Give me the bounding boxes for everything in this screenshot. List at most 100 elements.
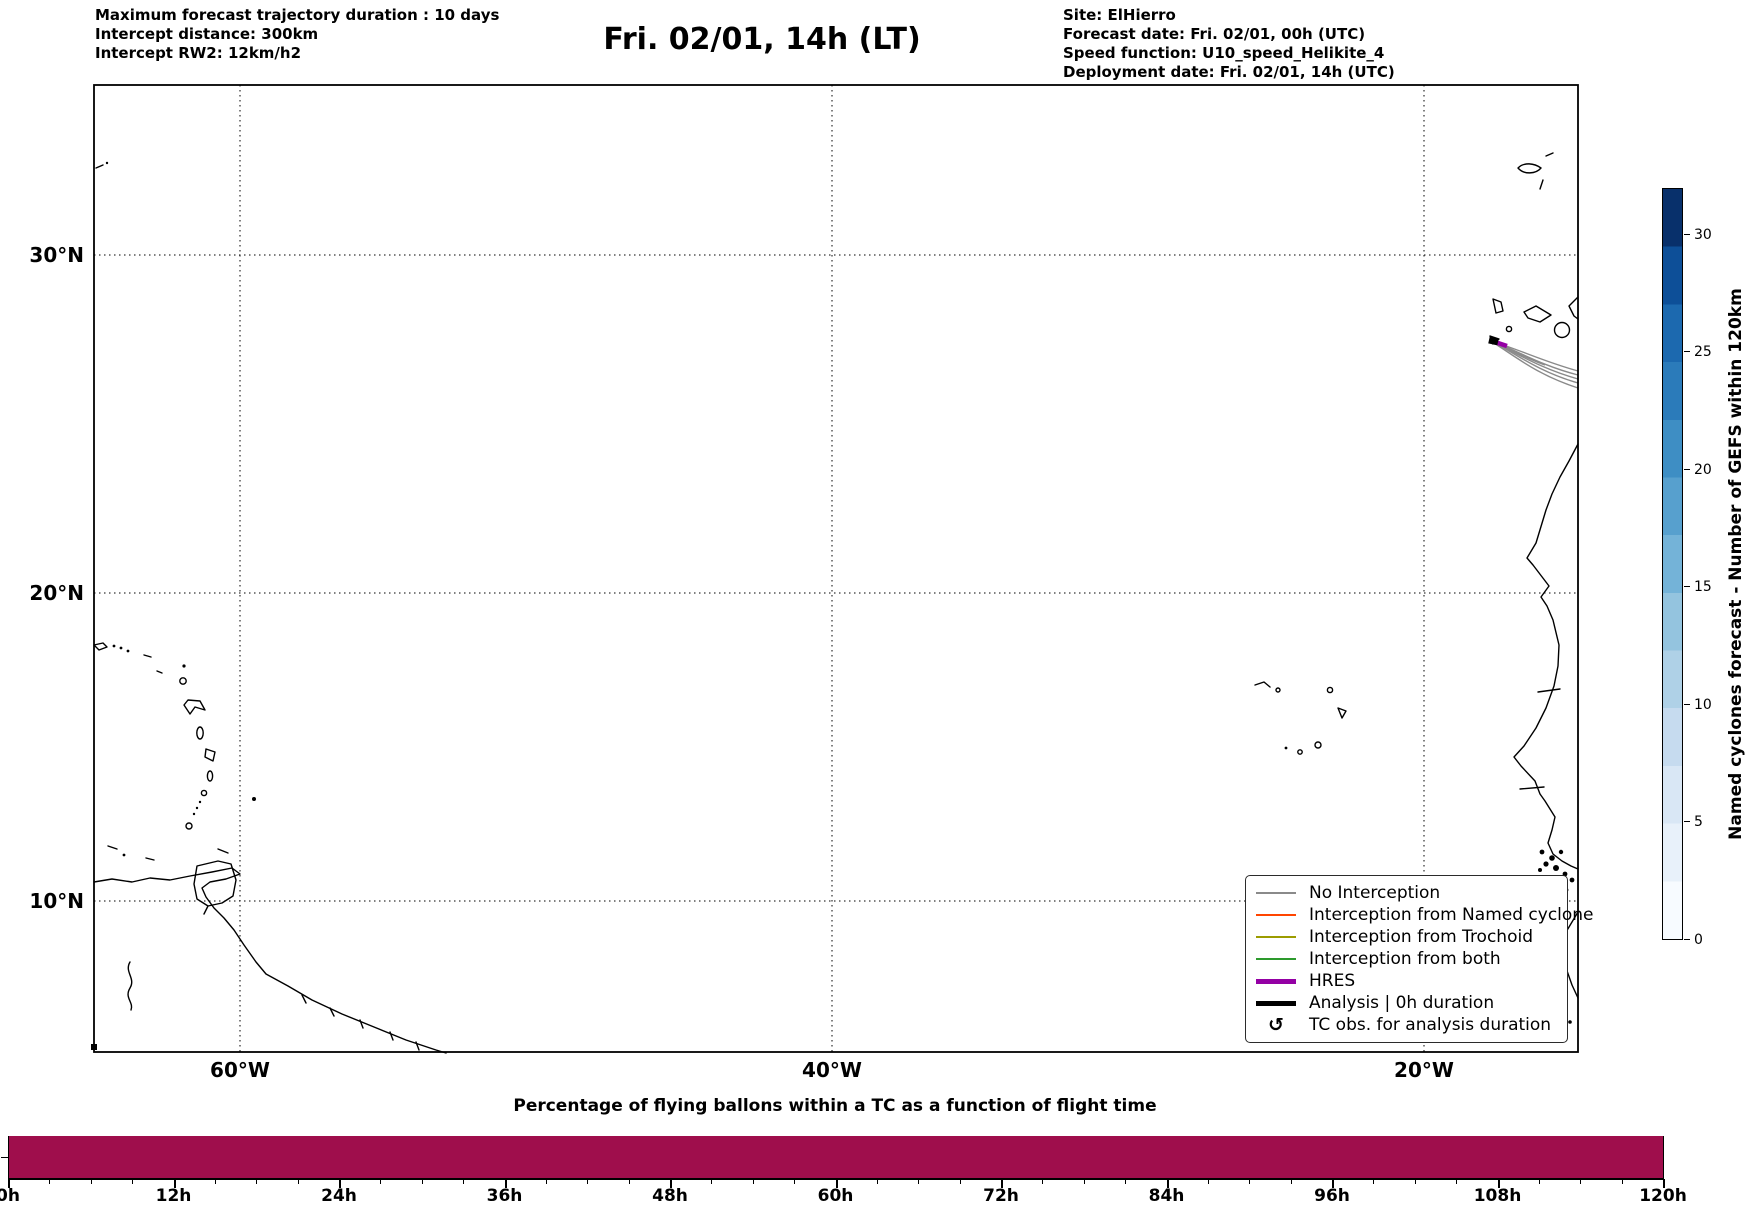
bottom-axis-tick (1538, 1179, 1540, 1184)
colorbar-tick (1684, 939, 1690, 940)
bottom-axis-tick (1042, 1179, 1044, 1184)
legend-item: Interception from Trochoid (1256, 926, 1557, 948)
x-tick-label: 60°W (210, 1058, 270, 1082)
bottom-axis-tick (1621, 1179, 1623, 1184)
bottom-axis-tick (1580, 1179, 1582, 1184)
gefs-count-colorbar (1662, 188, 1683, 940)
legend-item: Interception from Named cyclone (1256, 904, 1594, 926)
colorbar-axis-label: Named cyclones forecast - Number of GEFS… (1726, 288, 1746, 840)
gray-line-sample (1256, 892, 1296, 894)
analysis-marker (1488, 336, 1499, 346)
x-tick-label: 20°W (1394, 1058, 1454, 1082)
olive-line-sample (1256, 936, 1296, 938)
bottom-axis-tick (90, 1179, 92, 1184)
bottom-axis-tick (504, 1179, 507, 1188)
colorbar-tick-label: 25 (1694, 344, 1712, 360)
bottom-axis-tick (297, 1179, 299, 1184)
legend-item-label: Interception from Trochoid (1309, 927, 1533, 947)
bottom-axis-tick (214, 1179, 216, 1184)
map-legend: No Interception Interception from Named … (1245, 875, 1594, 1043)
bottom-axis-tick (752, 1179, 754, 1184)
bottom-axis-tick (1414, 1179, 1416, 1184)
trajectory-lines (1496, 342, 1579, 389)
legend-item: Analysis | 0h duration (1256, 992, 1557, 1014)
bottom-axis-tick (918, 1179, 920, 1184)
bottom-axis-tick-label: 84h (1148, 1186, 1185, 1206)
bottom-axis-tick (463, 1179, 465, 1184)
madeira-coast (1517, 163, 1542, 174)
bottom-axis-tick (587, 1179, 589, 1184)
bottom-axis-tick (545, 1179, 547, 1184)
bottom-axis-tick-label: 0h (0, 1186, 20, 1206)
bottom-axis-tick (1125, 1179, 1127, 1184)
bottom-axis-tick (1249, 1179, 1251, 1184)
purple-line-sample (1256, 978, 1296, 984)
colorbar-tick (1684, 234, 1690, 235)
bottom-axis-tick (1083, 1179, 1085, 1184)
colorbar-tick-label: 20 (1694, 462, 1712, 478)
bottom-axis-tick (1166, 1179, 1169, 1188)
y-tick-label: 10°N (29, 889, 84, 913)
bottom-axis-tick (1373, 1179, 1375, 1184)
legend-item-label: HRES (1309, 971, 1356, 991)
bottom-chart-left-spine (8, 1136, 9, 1178)
colorbar-tick (1684, 351, 1690, 352)
trinidad-coast (193, 860, 237, 915)
bermuda-coast (95, 164, 104, 169)
bottom-axis-tick (173, 1179, 176, 1188)
bottom-axis-tick (421, 1179, 423, 1184)
x-tick-label: 40°W (802, 1058, 862, 1082)
bottom-axis-tick (1207, 1179, 1209, 1184)
canary-islands-coast (1489, 296, 1579, 345)
flying-balloons-bar (8, 1136, 1663, 1178)
colorbar-tick-label: 0 (1694, 932, 1703, 948)
senegal-river (1537, 688, 1561, 693)
legend-item-label: TC obs. for analysis duration (1309, 1015, 1552, 1035)
orange-line-sample (1256, 914, 1296, 916)
bottom-axis-tick (1497, 1179, 1500, 1188)
bottom-axis-tick-label: 96h (1314, 1186, 1350, 1206)
legend-item: ↺ TC obs. for analysis duration (1256, 1014, 1557, 1036)
bottom-axis-tick (794, 1179, 796, 1184)
caribbean-islands-coast (93, 642, 256, 861)
colorbar-tick (1684, 704, 1690, 705)
bottom-axis-tick-label: 24h (321, 1186, 357, 1206)
bottom-axis-tick (1290, 1179, 1292, 1184)
bottom-axis-tick-label: 72h (983, 1186, 1019, 1206)
y-tick-label: 30°N (29, 243, 84, 267)
legend-item-label: No Interception (1309, 883, 1441, 903)
map-border (93, 84, 1579, 1053)
bottom-axis-tick-label: 48h (652, 1186, 688, 1206)
bottom-axis-tick (1663, 1179, 1665, 1188)
legend-item-label: Interception from both (1309, 949, 1501, 969)
bottom-axis-tick (670, 1179, 672, 1188)
bottom-axis-tick (380, 1179, 382, 1184)
legend-item-label: Interception from Named cyclone (1309, 905, 1594, 925)
bottom-axis-tick (1456, 1179, 1458, 1184)
bottom-axis-tick (256, 1179, 258, 1184)
bottom-axis-tick-label: 108h (1473, 1186, 1522, 1206)
orinoco-river (127, 961, 133, 1011)
bottom-axis-tick-label: 60h (817, 1186, 854, 1206)
bottom-chart-title: Percentage of flying ballons within a TC… (513, 1096, 1157, 1116)
colorbar-tick (1684, 586, 1690, 587)
legend-item-label: Analysis | 0h duration (1309, 993, 1495, 1013)
green-line-sample (1256, 958, 1296, 960)
header-site-block: Site: ElHierro Forecast date: Fri. 02/01… (1063, 6, 1395, 81)
bottom-axis-tick (876, 1179, 878, 1184)
legend-item: HRES (1256, 970, 1557, 992)
colorbar-tick-label: 30 (1694, 227, 1712, 243)
bottom-axis-tick (959, 1179, 961, 1184)
y-tick-label: 20°N (29, 581, 84, 605)
colorbar-tick-label: 10 (1694, 697, 1712, 713)
colorbar-tick (1684, 469, 1690, 470)
bottom-axis-tick (49, 1179, 51, 1184)
cape-verde-coast (1254, 681, 1347, 755)
page-title: Fri. 02/01, 14h (LT) (603, 22, 921, 57)
black-line-sample (1256, 1000, 1296, 1006)
bottom-axis-tick (339, 1179, 341, 1188)
gambia-river (1519, 786, 1545, 790)
legend-item: No Interception (1256, 882, 1557, 904)
